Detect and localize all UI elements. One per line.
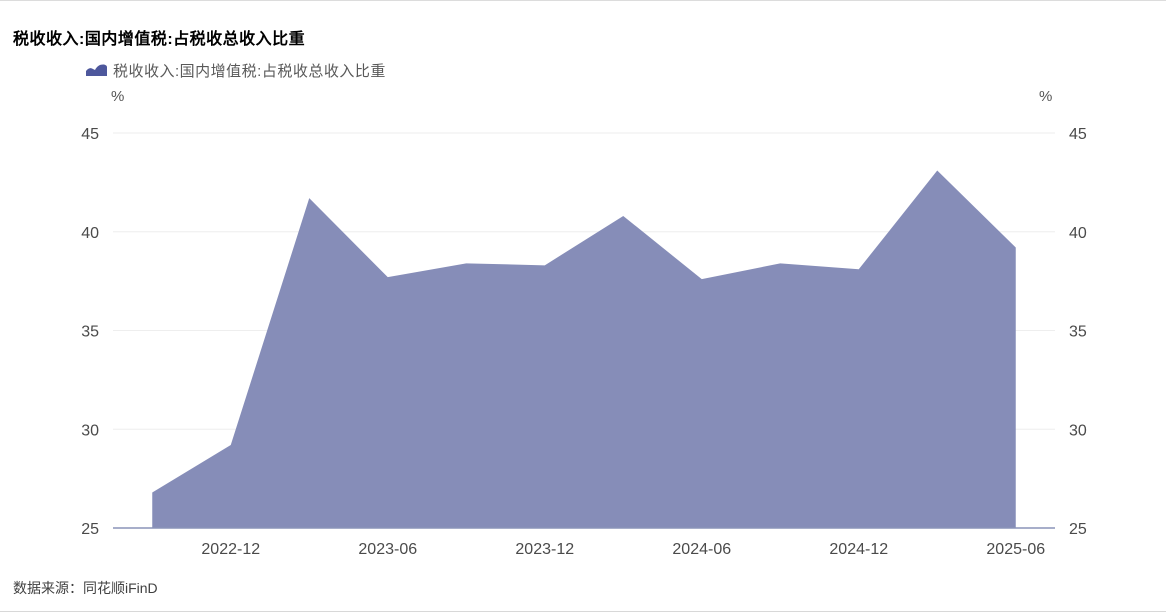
x-tick-2023-06: 2023-06	[358, 541, 417, 558]
y-axis-unit-left: %	[111, 88, 125, 105]
x-tick-2025-06: 2025-06	[986, 541, 1045, 558]
area-chart-icon	[86, 64, 107, 77]
y-tick-right-35: 35	[1069, 324, 1087, 341]
top-border	[0, 0, 1166, 1]
area-series[interactable]	[152, 170, 1016, 528]
y-tick-left-40: 40	[81, 225, 99, 242]
y-tick-left-35: 35	[81, 324, 99, 341]
data-source-label: 数据来源：	[13, 580, 83, 596]
data-source: 数据来源：同花顺iFinD	[13, 578, 158, 598]
legend-label: 税收收入:国内增值税:占税收总收入比重	[113, 63, 386, 80]
y-tick-right-30: 30	[1069, 422, 1087, 439]
y-tick-right-45: 45	[1069, 126, 1087, 143]
y-tick-left-25: 25	[81, 521, 99, 538]
chart-title: 税收收入:国内增值税:占税收总收入比重	[13, 31, 306, 48]
y-tick-left-45: 45	[81, 126, 99, 143]
x-tick-2022-12: 2022-12	[201, 541, 260, 558]
x-tick-2024-12: 2024-12	[829, 541, 888, 558]
x-tick-2023-12: 2023-12	[515, 541, 574, 558]
y-tick-right-40: 40	[1069, 225, 1087, 242]
x-tick-2024-06: 2024-06	[672, 541, 731, 558]
y-axis-unit-right: %	[1039, 88, 1053, 105]
data-source-value: 同花顺iFinD	[83, 580, 158, 596]
legend-item[interactable]: 税收收入:国内增值税:占税收总收入比重	[86, 60, 386, 81]
bottom-border	[0, 611, 1166, 612]
y-tick-left-30: 30	[81, 422, 99, 439]
y-tick-right-25: 25	[1069, 521, 1087, 538]
